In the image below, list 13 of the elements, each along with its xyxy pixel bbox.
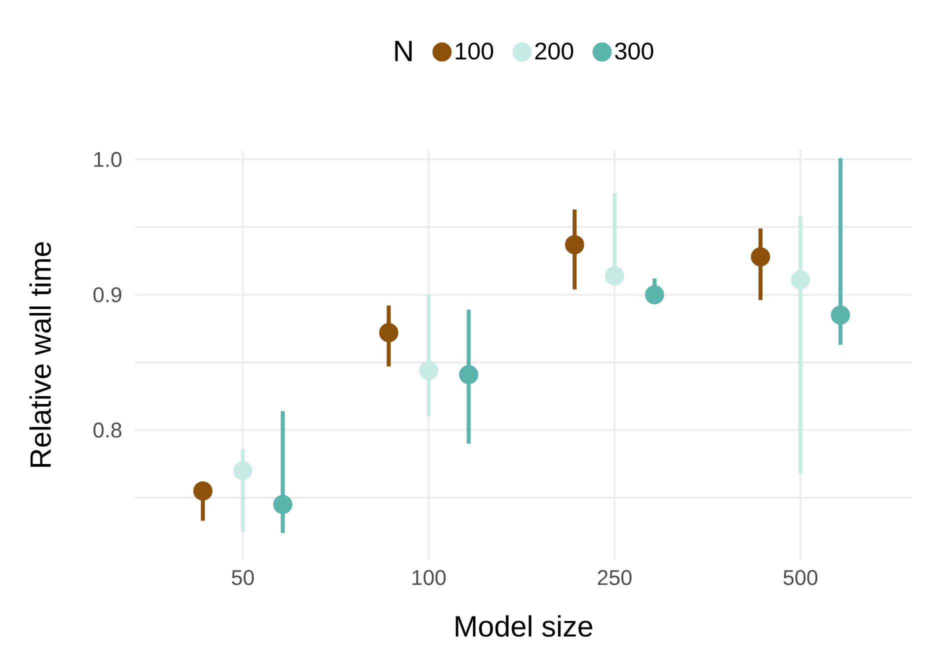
y-tick-label: 1.0	[94, 152, 122, 168]
x-tick-label: 250	[598, 570, 632, 586]
legend-label: 300	[615, 42, 654, 60]
y-axis-title: Relative wall time	[29, 242, 51, 467]
legend-title: N	[395, 40, 412, 62]
legend-label: 200	[535, 42, 574, 60]
x-axis-title: Model size	[456, 615, 592, 637]
x-tick-label: 500	[784, 570, 818, 586]
x-tick-label: 100	[412, 570, 446, 586]
legend-label: 100	[456, 42, 494, 60]
x-tick-label: 50	[232, 570, 254, 586]
y-tick-label: 0.8	[93, 422, 122, 438]
y-tick-label: 0.9	[93, 287, 122, 302]
